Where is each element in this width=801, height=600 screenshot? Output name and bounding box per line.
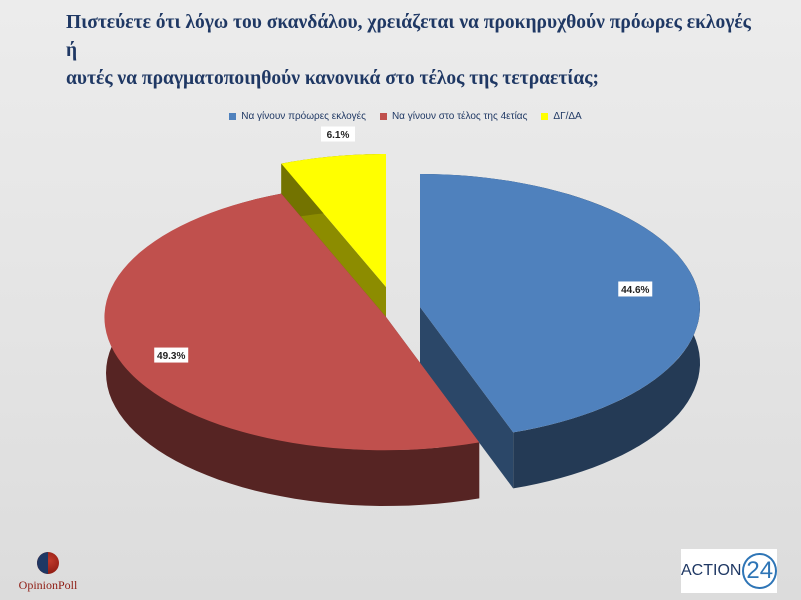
action24-logo-text: ACTION <box>681 562 742 579</box>
pie-slice-dont-know <box>281 153 386 287</box>
action24-logo-number: 24 <box>742 553 777 589</box>
data-label-bg-end-of-term <box>154 347 189 363</box>
data-label-bg-dont-know <box>321 126 356 142</box>
legend-swatch-early-elections <box>229 113 237 120</box>
opinionpoll-logo-text: OpinionPoll <box>18 578 78 592</box>
data-label-bg-early-elections <box>618 281 653 297</box>
legend-item-end-of-term: Να γίνουν στο τέλος της 4ετίας <box>379 111 528 122</box>
legend-swatch-dont-know <box>541 113 549 120</box>
legend-swatch-end-of-term <box>379 113 387 120</box>
data-label-end-of-term: 49.3% <box>157 351 185 362</box>
pie-data-labels: 44.6% 49.3% 6.1% <box>154 126 653 363</box>
legend-label-end-of-term: Να γίνουν στο τέλος της 4ετίας <box>391 111 528 122</box>
pie-slice-end-of-term <box>104 193 480 451</box>
chart-title-line-1: Πιστεύετε ότι λόγω του σκανδάλου, χρειάζ… <box>66 12 751 61</box>
legend-item-early-elections: Να γίνουν πρόωρες εκλογές <box>229 111 366 122</box>
pie-wall-cut-early-elections-1 <box>420 307 514 489</box>
legend-label-early-elections: Να γίνουν πρόωρες εκλογές <box>241 111 366 122</box>
legend-item-dont-know: ΔΓ/ΔΑ <box>541 111 582 122</box>
chart-title-line-2: αυτές να πραγματοποιηθούν κανονικά στο τ… <box>66 68 600 89</box>
opinionpoll-logo: OpinionPoll <box>8 548 88 596</box>
legend-label-dont-know: ΔΓ/ΔΑ <box>553 111 582 122</box>
legend: Να γίνουν πρόωρες εκλογές Να γίνουν στο … <box>0 111 801 122</box>
data-label-early-elections: 44.6% <box>621 285 649 296</box>
chart-title: Πιστεύετε ότι λόγω του σκανδάλου, χρειάζ… <box>66 9 766 93</box>
pie-slice-early-elections <box>420 174 700 433</box>
action24-logo: ACTION 24 <box>681 549 777 593</box>
opinionpoll-logo-icon <box>37 552 59 574</box>
data-label-dont-know: 6.1% <box>327 130 350 141</box>
pie-top-faces <box>104 153 700 451</box>
